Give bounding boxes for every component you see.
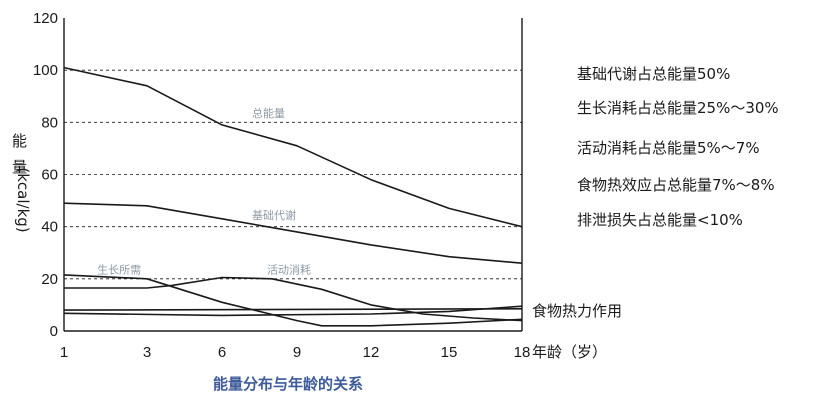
y-tick-label-80: 80 bbox=[41, 114, 58, 131]
x-tick-label-3: 3 bbox=[143, 344, 151, 361]
grid-layer bbox=[64, 69, 522, 280]
y-tick-label-0: 0 bbox=[50, 323, 58, 340]
y-tick-label-60: 60 bbox=[41, 167, 58, 184]
annotation-line-2: 生长消耗占总能量25%～30% bbox=[577, 99, 779, 117]
series-line-1 bbox=[63, 66, 523, 228]
annotation-line-1: 基础代谢占总能量50% bbox=[577, 65, 730, 83]
x-tick-label-1: 1 bbox=[60, 344, 68, 361]
x-tick-label-15: 15 bbox=[441, 344, 458, 361]
series-lines bbox=[63, 66, 523, 327]
annotation-line-5: 排泄损失占总能量<10% bbox=[577, 211, 743, 229]
x-tick-labels: 1 3 6 9 12 15 18 bbox=[60, 344, 531, 361]
series-label-3: 生长所需 bbox=[97, 263, 141, 277]
y-tick-label-100: 100 bbox=[33, 62, 58, 79]
food-thermic-side-label: 食物热力作用 bbox=[532, 302, 622, 320]
series-label-2: 基础代谢 bbox=[252, 208, 296, 222]
y-tick-label-20: 20 bbox=[41, 271, 58, 288]
series-line-3 bbox=[63, 274, 523, 327]
annotation-list: 基础代谢占总能量50% 生长消耗占总能量25%～30% 活动消耗占总能量5%～7% 食… bbox=[577, 65, 779, 229]
y-axis-title-char-2: 量 bbox=[12, 158, 27, 176]
series-line-4 bbox=[64, 276, 523, 322]
series-line-5 bbox=[63, 308, 523, 311]
y-axis-unit: (kcal/kg) bbox=[14, 167, 32, 232]
series-label-4: 活动消耗 bbox=[267, 263, 311, 277]
x-axis-title: 年龄（岁） bbox=[532, 343, 607, 361]
annotation-line-4: 食物热效应占总能量7%～8% bbox=[577, 176, 775, 194]
series-label-1: 总能量 bbox=[252, 106, 285, 120]
annotation-line-3: 活动消耗占总能量5%～7% bbox=[577, 139, 760, 157]
series-line-2 bbox=[63, 202, 523, 264]
y-tick-label-40: 40 bbox=[41, 219, 58, 236]
axes-layer bbox=[63, 18, 523, 332]
x-tick-label-18: 18 bbox=[514, 344, 531, 361]
y-axis-title-char-1: 能 bbox=[12, 132, 27, 150]
chart-caption: 能量分布与年龄的关系 bbox=[213, 375, 363, 393]
x-tick-label-6: 6 bbox=[218, 344, 226, 361]
x-tick-label-9: 9 bbox=[293, 344, 301, 361]
y-tick-label-120: 120 bbox=[33, 10, 58, 27]
y-tick-labels: 0 20 40 60 80 100 120 bbox=[33, 10, 58, 340]
x-tick-label-12: 12 bbox=[363, 344, 380, 361]
series-line-6 bbox=[63, 305, 523, 317]
